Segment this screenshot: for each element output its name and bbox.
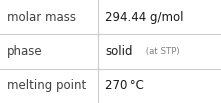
Text: molar mass: molar mass: [7, 11, 76, 24]
Text: 294.44 g/mol: 294.44 g/mol: [105, 11, 183, 24]
Text: (at STP): (at STP): [143, 47, 179, 56]
Text: solid: solid: [105, 45, 132, 58]
Text: melting point: melting point: [7, 79, 86, 92]
Text: phase: phase: [7, 45, 42, 58]
Text: 270 °C: 270 °C: [105, 79, 144, 92]
